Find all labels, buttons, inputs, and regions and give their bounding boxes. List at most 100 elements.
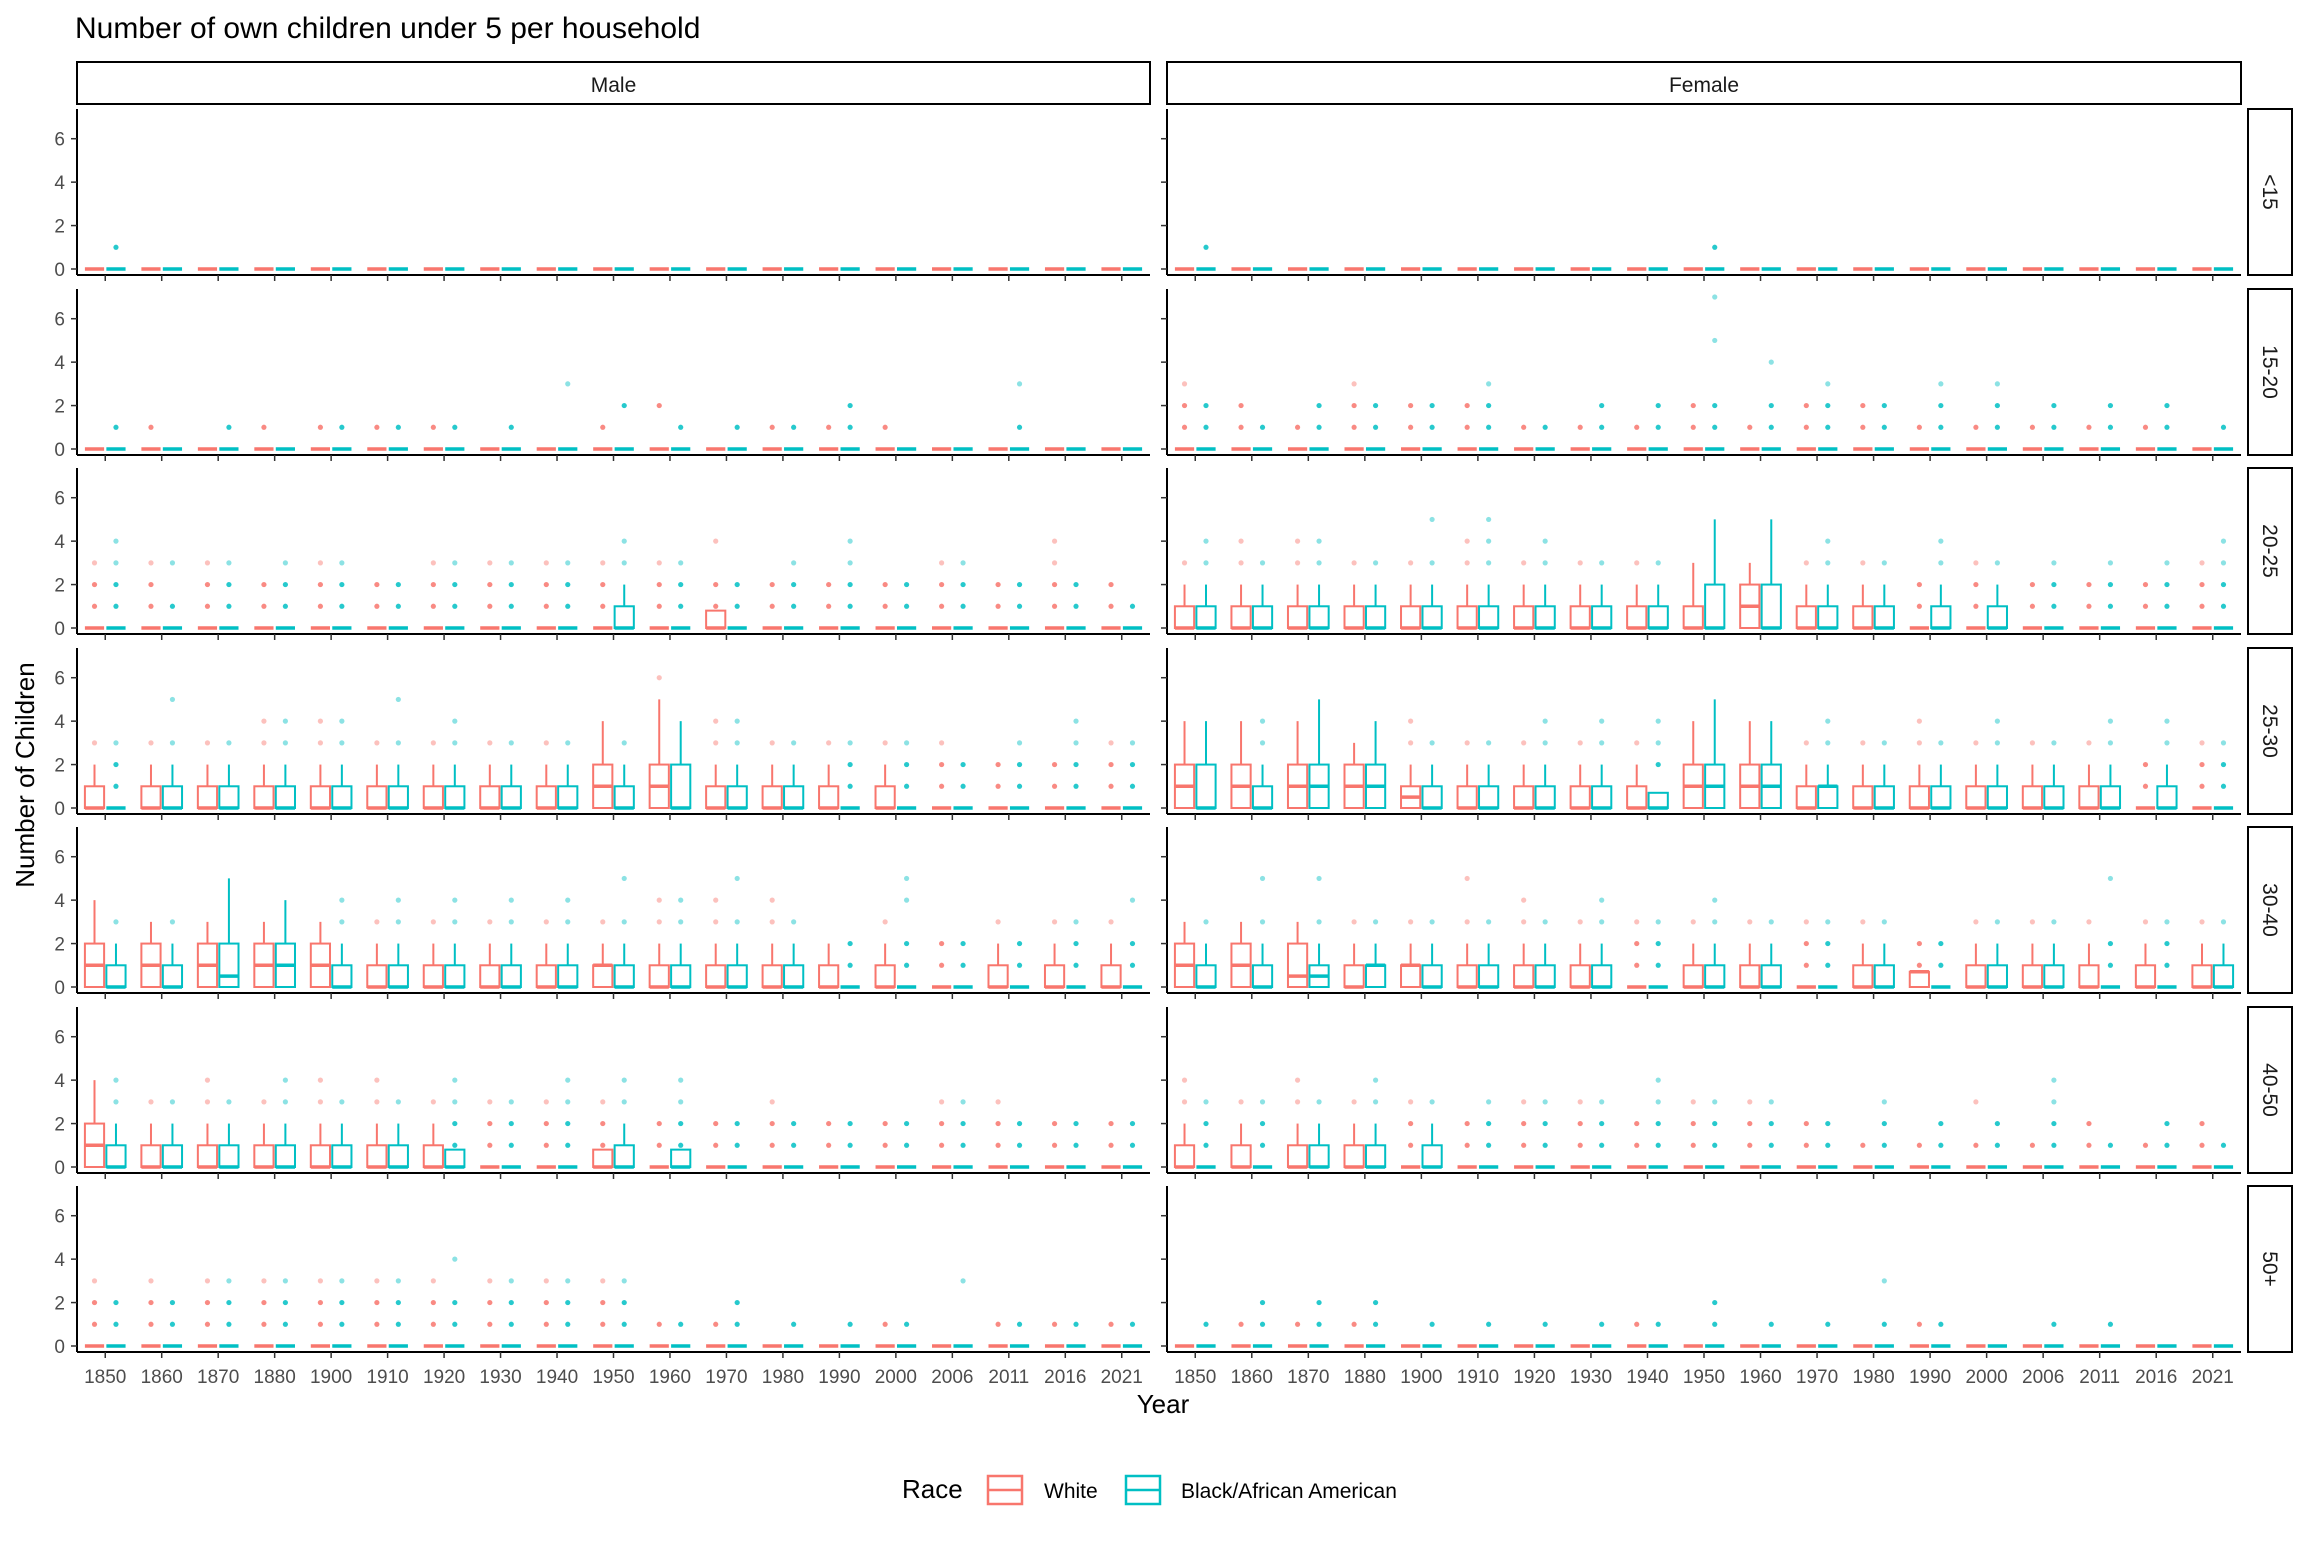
box-white-2011 — [988, 581, 1008, 630]
outlier-point — [656, 603, 662, 609]
panel-male-15: 0 2 4 6 — [54, 109, 1150, 281]
box-black-african-american-1990 — [1930, 538, 1952, 630]
box-black-african-american-1860 — [1251, 718, 1274, 810]
outlier-point — [1994, 381, 2000, 387]
box-white-2006 — [2022, 424, 2043, 451]
outlier-point — [565, 897, 571, 903]
outlier-point — [791, 581, 797, 588]
box — [1456, 964, 1478, 988]
outlier-point — [1690, 1099, 1696, 1105]
outlier-point — [148, 740, 154, 746]
outlier-point — [113, 424, 119, 430]
outlier-point — [1051, 919, 1058, 925]
box-white-1880 — [254, 1278, 274, 1348]
y-tick-label: 6 — [54, 848, 65, 869]
x-tick-label: 2011 — [988, 1367, 1029, 1388]
outlier-point — [91, 581, 98, 588]
outlier-point — [1408, 718, 1414, 724]
box-black-african-american-1980 — [1874, 402, 1894, 451]
outlier-point — [826, 581, 832, 588]
y-tick-label: 4 — [54, 891, 65, 912]
outlier-point — [1294, 1099, 1301, 1105]
y-tick-label: 0 — [54, 619, 65, 640]
outlier-point — [1203, 244, 1209, 250]
box — [1986, 785, 2008, 809]
box-white-1930 — [1569, 740, 1591, 810]
box-black-african-american-1960 — [670, 1077, 692, 1169]
outlier-point — [1486, 1099, 1492, 1105]
outlier-point — [226, 1299, 232, 1306]
outlier-point — [204, 581, 211, 588]
box-black-african-american-2021 — [1122, 897, 1143, 989]
outlier-point — [1712, 244, 1718, 250]
outlier-point — [600, 1299, 606, 1306]
outlier-point — [1599, 1142, 1605, 1148]
outlier-point — [2051, 581, 2057, 588]
outlier-point — [430, 1099, 436, 1105]
box — [366, 1144, 388, 1169]
outlier-point — [1016, 740, 1023, 746]
legend-label-white: White — [1044, 1480, 1098, 1503]
box-black-african-american-1880 — [275, 560, 295, 630]
outlier-point — [1747, 1099, 1753, 1105]
box-black-african-american-1950 — [613, 875, 635, 989]
outlier-point — [1521, 560, 1527, 566]
box-white-1970 — [1796, 919, 1816, 989]
outlier-point — [995, 1321, 1001, 1327]
outlier-point — [995, 1099, 1001, 1105]
box-black-african-american-1850 — [1196, 1099, 1216, 1169]
outlier-point — [1825, 740, 1831, 746]
outlier-point — [1542, 740, 1548, 746]
box-white-1940 — [1627, 919, 1647, 989]
outlier-point — [1203, 560, 1209, 566]
outlier-point — [1825, 718, 1831, 724]
box — [592, 964, 614, 988]
outlier-point — [1486, 538, 1492, 544]
box-black-african-american-2016 — [1066, 581, 1086, 630]
outlier-point — [1994, 402, 2000, 409]
box-white-1950 — [1683, 1099, 1703, 1169]
outlier-point — [2164, 402, 2170, 409]
outlier-point — [339, 1321, 345, 1327]
box-white-1920 — [1514, 424, 1534, 451]
box-black-african-american-2016 — [1066, 1321, 1086, 1348]
box-black-african-american-1920 — [1535, 424, 1555, 451]
outlier-point — [600, 1142, 606, 1148]
box-white-1910 — [366, 919, 388, 989]
box-black-african-american-1860 — [162, 1299, 183, 1348]
outlier-point — [1316, 919, 1322, 925]
y-tick-label: 4 — [54, 1071, 65, 1092]
outlier-point — [2199, 919, 2205, 925]
facet-strip-male — [76, 61, 1151, 105]
box-white-1960 — [648, 897, 670, 989]
box — [479, 964, 501, 988]
box-white-1980 — [1853, 402, 1873, 451]
outlier-point — [1464, 1120, 1470, 1127]
outlier-point — [339, 897, 345, 903]
box-black-african-american-1950 — [1705, 294, 1725, 451]
box-black-african-american-1870 — [1308, 699, 1330, 809]
outlier-point — [1803, 740, 1809, 746]
outlier-point — [374, 1278, 380, 1284]
panel-female-25-30 — [1161, 648, 2241, 820]
outlier-point — [169, 1099, 176, 1105]
outlier-point — [204, 1299, 211, 1306]
outlier-point — [1372, 919, 1379, 925]
outlier-point — [1316, 1099, 1322, 1105]
x-tick-label: 1940 — [1626, 1367, 1668, 1388]
outlier-point — [1372, 1099, 1379, 1105]
box — [1173, 605, 1196, 629]
outlier-point — [1129, 1120, 1136, 1127]
box-black-african-american-1850 — [105, 1077, 127, 1169]
outlier-point — [847, 1142, 853, 1148]
box-white-2006 — [2021, 919, 2044, 989]
outlier-point — [656, 897, 662, 903]
outlier-point — [1016, 940, 1023, 947]
outlier-point — [995, 783, 1001, 789]
box-white-2021 — [1101, 740, 1121, 810]
outlier-point — [2029, 424, 2036, 430]
outlier-point — [452, 1142, 458, 1148]
outlier-point — [1259, 1120, 1266, 1127]
box-white-1930 — [1569, 560, 1591, 630]
outlier-point — [678, 1120, 684, 1127]
